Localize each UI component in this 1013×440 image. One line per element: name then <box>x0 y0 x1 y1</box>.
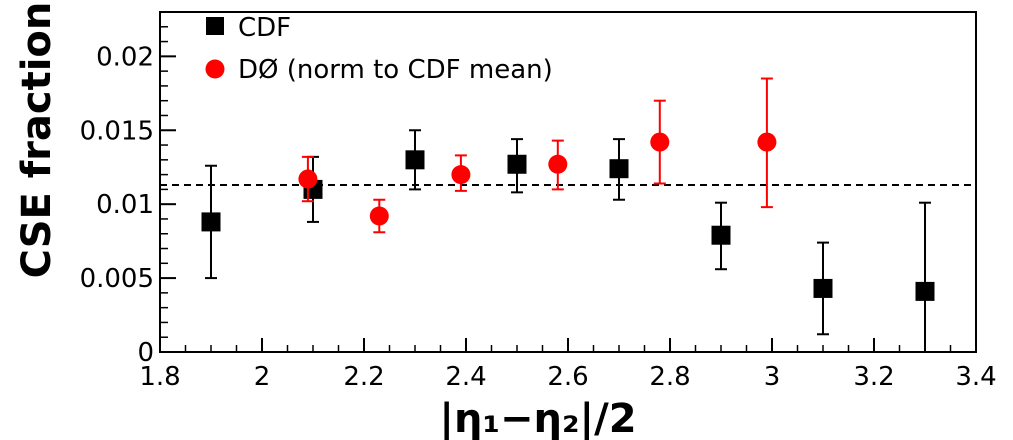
cdf-data-point <box>507 154 527 174</box>
d0-data-point <box>548 154 568 174</box>
legend-marker-cdf <box>206 17 224 35</box>
x-tick-label: 1.8 <box>139 362 180 392</box>
x-tick-label: 3.2 <box>853 362 894 392</box>
cdf-data-point <box>813 278 833 298</box>
cdf-data-point <box>711 225 731 245</box>
d0-data-point <box>298 169 318 189</box>
y-tick-label: 0 <box>137 338 154 368</box>
y-axis-ticks: 0 0.005 0.01 0.015 0.02 <box>80 11 176 368</box>
data-marks <box>201 77 935 352</box>
y-tick-label: 0.02 <box>96 42 154 72</box>
legend-label-d0: DØ (norm to CDF mean) <box>238 55 553 85</box>
cdf-data-point <box>609 159 629 179</box>
legend: CDF DØ (norm to CDF mean) <box>205 13 553 85</box>
y-tick-label: 0.005 <box>80 264 154 294</box>
x-axis-ticks: 1.8 2 2.2 2.4 2.6 2.8 3 3.2 3.4 <box>139 338 997 392</box>
d0-data-point <box>369 206 389 226</box>
cdf-data-point <box>405 150 425 170</box>
y-tick-label: 0.015 <box>80 116 154 146</box>
x-axis-title: |η₁−η₂|/2 <box>439 396 636 440</box>
x-tick-label: 2.8 <box>649 362 690 392</box>
d0-data-point <box>451 165 471 185</box>
x-tick-label: 2.2 <box>343 362 384 392</box>
cdf-data-point <box>201 212 221 232</box>
x-tick-label: 2.6 <box>547 362 588 392</box>
d0-data-point <box>757 132 777 152</box>
x-tick-label: 2 <box>254 362 271 392</box>
x-tick-label: 3.4 <box>955 362 996 392</box>
legend-label-cdf: CDF <box>238 13 291 43</box>
y-tick-label: 0.01 <box>96 190 154 220</box>
d0-data-point <box>650 132 670 152</box>
y-axis-title: CSE fraction <box>14 2 60 279</box>
legend-marker-d0 <box>205 59 225 79</box>
x-tick-label: 2.4 <box>445 362 486 392</box>
x-tick-label: 3 <box>764 362 781 392</box>
cdf-data-point <box>915 281 935 301</box>
